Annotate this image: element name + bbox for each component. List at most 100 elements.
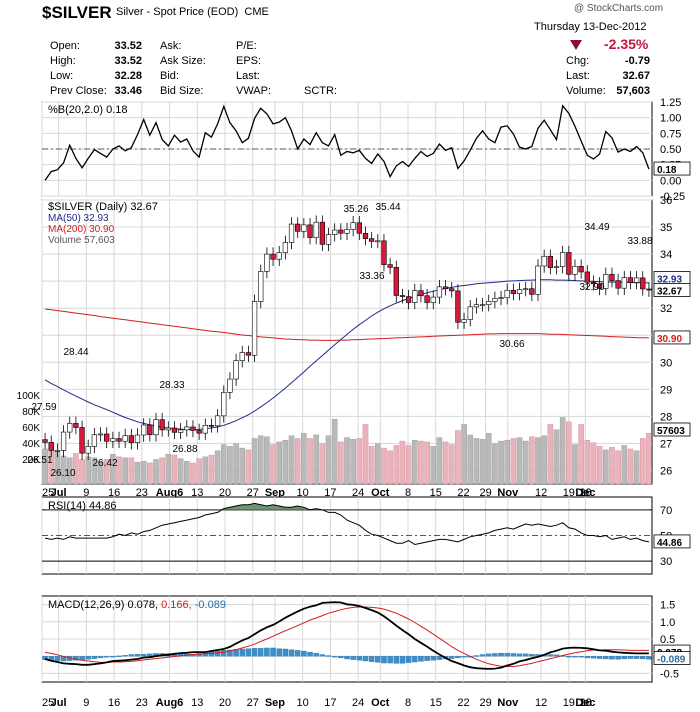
price-annotation: 27.59 <box>31 402 56 413</box>
quote-header: $SILVER Silver - Spot Price (EOD) CME @ … <box>0 0 700 100</box>
candle-body <box>381 240 387 265</box>
macd-histogram-bar <box>79 656 85 661</box>
candle-body <box>461 319 467 323</box>
volume-label: Volume: <box>566 85 606 97</box>
volume-tick-label: 80K <box>22 407 40 418</box>
macd-histogram-bar <box>362 656 369 662</box>
vwap-label: VWAP: <box>236 85 272 97</box>
candle-body <box>282 242 289 254</box>
ma200-last-value-box <box>653 330 691 345</box>
candle-body <box>455 290 461 323</box>
volume-bar <box>239 447 246 485</box>
candle-body <box>258 271 264 302</box>
macd-histogram-bar <box>399 656 406 664</box>
volume-bar <box>325 435 332 485</box>
candle-body <box>504 290 510 298</box>
macd-histogram-bar <box>196 653 202 657</box>
candle-body <box>60 431 67 451</box>
volume-bar <box>257 435 264 485</box>
candle-body <box>590 281 597 285</box>
macd-histogram-bar <box>646 656 652 660</box>
macd-histogram-bar <box>578 656 584 658</box>
volume-bar <box>621 445 628 485</box>
volume-bar <box>301 432 307 485</box>
candle-body <box>572 265 578 275</box>
price-x-label: 9 <box>83 487 89 499</box>
volume-bar <box>522 440 529 485</box>
candle-body <box>627 277 634 283</box>
bid-label: Bid: <box>160 70 179 82</box>
macd-histogram-bar <box>251 648 258 657</box>
price-x-label: 12 <box>535 487 547 499</box>
candle-body <box>221 392 227 417</box>
macd-histogram-bar <box>134 653 141 657</box>
volume-bar <box>399 440 406 485</box>
macd-histogram-bar <box>270 647 276 657</box>
volume-last-value-box <box>653 422 691 437</box>
percent-b-y-tick-label: 1.25 <box>660 97 681 109</box>
macd-histogram-bar <box>387 656 393 664</box>
macd-x-label: 25 <box>42 697 54 709</box>
price-y-tick-label: 30 <box>660 357 672 369</box>
candle-body <box>596 283 603 289</box>
price-title: $SILVER (Daily) 32.67 <box>48 201 158 213</box>
candle-body <box>412 290 418 303</box>
price-y-tick-label: 36 <box>660 195 672 207</box>
volume-tick-label: 40K <box>22 439 40 450</box>
last-value: 32.67 <box>622 70 650 82</box>
ma200-line <box>45 308 649 341</box>
chg-value: -0.79 <box>624 55 650 67</box>
volume-bar <box>609 447 615 485</box>
volume-bar <box>646 432 652 485</box>
candle-body <box>251 301 258 356</box>
candle-body <box>128 435 134 443</box>
volume-bar <box>177 458 184 485</box>
macd-histogram-bar <box>412 656 418 663</box>
volume-bar <box>492 443 498 485</box>
macd-histogram-bar <box>553 654 560 657</box>
macd-y-tick-label: 1.5 <box>660 600 675 612</box>
volume-bar <box>208 454 215 485</box>
candle-body <box>560 252 566 267</box>
pe-label: P/E: <box>236 40 257 52</box>
candle-body <box>233 360 239 380</box>
candle-body <box>609 274 615 281</box>
ma200-last-value: 30.90 <box>657 334 682 345</box>
candle-body <box>430 296 436 303</box>
price-x-label: 27 <box>247 487 259 499</box>
macd-histogram-bar <box>590 656 597 659</box>
macd-x-label: 10 <box>297 697 309 709</box>
copyright-label: @ StockCharts.com <box>574 3 664 14</box>
volume-bar <box>159 457 165 485</box>
rsi-y-tick-label: 30 <box>660 556 672 568</box>
candle-body <box>387 264 393 268</box>
price-annotation: 28.44 <box>63 347 88 358</box>
price-x-label: 10 <box>297 487 309 499</box>
open-label: Open: <box>50 40 80 52</box>
candle-body <box>97 433 104 436</box>
price-annotation: 35.26 <box>343 204 368 215</box>
macd-histogram-bar <box>257 648 264 657</box>
volume-bar <box>227 446 233 485</box>
macd-x-label: 13 <box>191 697 203 709</box>
candle-body <box>375 240 381 243</box>
candle-body <box>338 229 344 234</box>
macd-title: MACD(12,26,9) 0.078, 0.166, -0.089 <box>48 599 226 611</box>
volume-bar <box>381 447 387 485</box>
macd-histogram-bar <box>418 656 424 662</box>
macd-histogram-bar <box>627 656 634 659</box>
candle-body <box>467 306 473 320</box>
candle-body <box>227 378 233 393</box>
price-annotation: 35.44 <box>375 202 400 213</box>
volume-bar <box>553 429 560 485</box>
macd-histogram-bar <box>147 653 153 657</box>
candle-body <box>184 426 190 431</box>
price-annotation: 32.90 <box>579 282 604 293</box>
macd-x-label: Aug6 <box>156 697 184 709</box>
candle-body <box>165 427 171 431</box>
candle-body <box>202 425 208 434</box>
volume-bar <box>270 444 276 485</box>
low-value: 32.28 <box>114 70 142 82</box>
candle-body <box>510 290 517 294</box>
candle-body <box>319 221 325 245</box>
